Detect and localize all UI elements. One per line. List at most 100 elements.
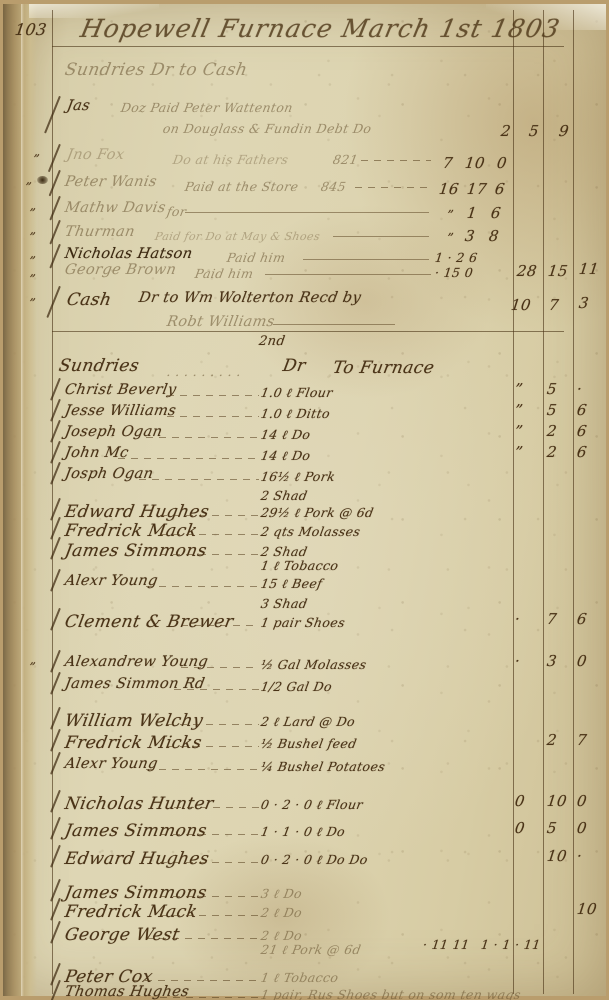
binding-gutter (3, 4, 37, 996)
ditto-mark: ” (31, 152, 41, 166)
entry-desc: 2 qts Molasses (259, 524, 362, 539)
amount-pounds: ” (513, 443, 525, 461)
amount-pence: · (575, 380, 584, 398)
entry-desc: 29½ ℓ Pork @ 6d (259, 505, 375, 520)
leader-rule (160, 862, 259, 863)
amount-pence: 6 (575, 610, 589, 628)
entry-desc: 2 ℓ Lard @ Do (259, 714, 357, 729)
entry-desc: Paid for Do at May & Shoes (153, 230, 322, 243)
leader-rule (146, 586, 259, 587)
leader-rule (181, 625, 259, 626)
margin-slash (48, 169, 61, 197)
amount-inline: · 15 0 (434, 265, 475, 280)
entry-desc: 15 ℓ Beef (259, 576, 324, 591)
leader-rule (167, 395, 259, 396)
entry-name: Fredrick Mack (63, 902, 199, 922)
amount-pounds: ” (513, 380, 525, 398)
leader-rule (146, 769, 259, 770)
leader-rule (181, 667, 259, 668)
margin-slash (49, 219, 61, 245)
amount-shillings: 5 (545, 380, 559, 398)
amount-pence: 6 (493, 180, 507, 198)
entry-name: Mathw Davis (63, 200, 168, 216)
entry2-desc: Dr to Wm Wolterton Recd by (137, 290, 363, 306)
amount-inline: · 11 11 (422, 937, 471, 952)
entry-desc: 1.0 ℓ Ditto (259, 406, 332, 421)
amount-pence: 0 (495, 154, 509, 172)
leader-rule (160, 834, 259, 835)
entry-name: George Brown (63, 262, 178, 278)
leader-rule (333, 236, 429, 237)
amount-shillings: 2 (545, 422, 559, 440)
leader-rule (160, 515, 259, 516)
amount-pence: 0 (575, 792, 589, 810)
page-number: 103 (13, 20, 49, 39)
total-shillings: 15 (546, 262, 569, 280)
entry2-pence: 3 (577, 294, 591, 312)
leader-rule (303, 259, 429, 260)
entry-name: James Simmons (63, 541, 209, 561)
total-pounds: 28 (515, 262, 538, 280)
leader-rule (160, 534, 259, 535)
amount-pounds: 16 (437, 180, 460, 198)
entry-name: Alexr Young (63, 573, 160, 589)
section2-title-left: Sundries (57, 356, 141, 376)
amount-pounds: 0 (513, 819, 527, 837)
leader-rule (139, 479, 259, 480)
entry-name: Jno Fox (65, 147, 126, 163)
leader-rule (160, 554, 259, 555)
entry-name: George West (63, 925, 182, 945)
entry-desc: Doz Paid Peter Wattenton (119, 100, 295, 115)
leader-rule (146, 938, 259, 939)
entry-ref: 821 (331, 152, 360, 167)
entry-desc: 14 ℓ Do (259, 448, 312, 463)
entry-name: Peter Wanis (63, 174, 159, 190)
amount-pounds: ” (513, 422, 525, 440)
leader-rule (167, 724, 259, 725)
leader-rule (160, 896, 259, 897)
entry-desc: 2 ℓ Do (259, 905, 304, 920)
entry-desc: 2 Shad (259, 544, 309, 559)
ink-blot (37, 176, 48, 184)
leader-rule (185, 212, 429, 213)
amount-pounds: · (513, 652, 522, 670)
amount-shillings: 3 (463, 227, 477, 245)
entry2-name: Cash (65, 290, 114, 310)
entry-desc: 0 · 2 · 0 ℓ Flour (259, 797, 365, 812)
amount-pounds: ” (446, 207, 455, 222)
leader-rule (174, 807, 259, 808)
entry-desc: ½ Bushel feed (259, 736, 359, 751)
top-right-edge-light (486, 4, 606, 30)
entry-desc: 3 ℓ Do (259, 886, 304, 901)
section2-title-right: To Furnace (331, 358, 436, 378)
entry-name: Fredrick Mack (63, 521, 199, 541)
margin-slash (49, 195, 61, 221)
rule-under-header (52, 46, 564, 47)
section2-leader-dots: . . . . . . . . . (165, 364, 243, 379)
total-pence: 11 (577, 260, 600, 278)
leader-rule (146, 437, 259, 438)
gutter-highlight (21, 4, 24, 996)
entry2-desc-cont: Robt Williams (165, 314, 277, 330)
leader-rule (174, 689, 259, 690)
entry-desc: 14 ℓ Do (259, 427, 312, 442)
entry2-pounds: 10 (509, 296, 532, 314)
leader-rule (160, 915, 259, 916)
amount-shillings: 5 (545, 819, 559, 837)
entry-desc: 1 pair Shoes (259, 615, 347, 630)
amount-pounds: ” (513, 401, 525, 419)
amount-shillings: 2 (545, 443, 559, 461)
entry1-title: Sundries Dr to Cash (63, 60, 249, 80)
amount-shillings: 1 (465, 204, 479, 222)
entry-desc: 1 pair, Rus Shoes but on som ten wags (259, 987, 523, 1000)
leader-rule (167, 746, 259, 747)
entry-desc: 1 ℓ Tobacco (259, 558, 340, 573)
section2-title-mid: Dr (281, 356, 308, 376)
entry-desc: Paid at the Store (183, 179, 300, 194)
entry-name: Nicholas Hunter (63, 794, 216, 814)
amount-shillings: 10 (545, 847, 568, 865)
amount-pence: 10 (575, 900, 598, 918)
amount-inline: 1 · 2 6 (434, 250, 479, 265)
entry2-shillings: 7 (547, 296, 561, 314)
entry-desc: ¼ Bushel Potatoes (259, 759, 387, 774)
